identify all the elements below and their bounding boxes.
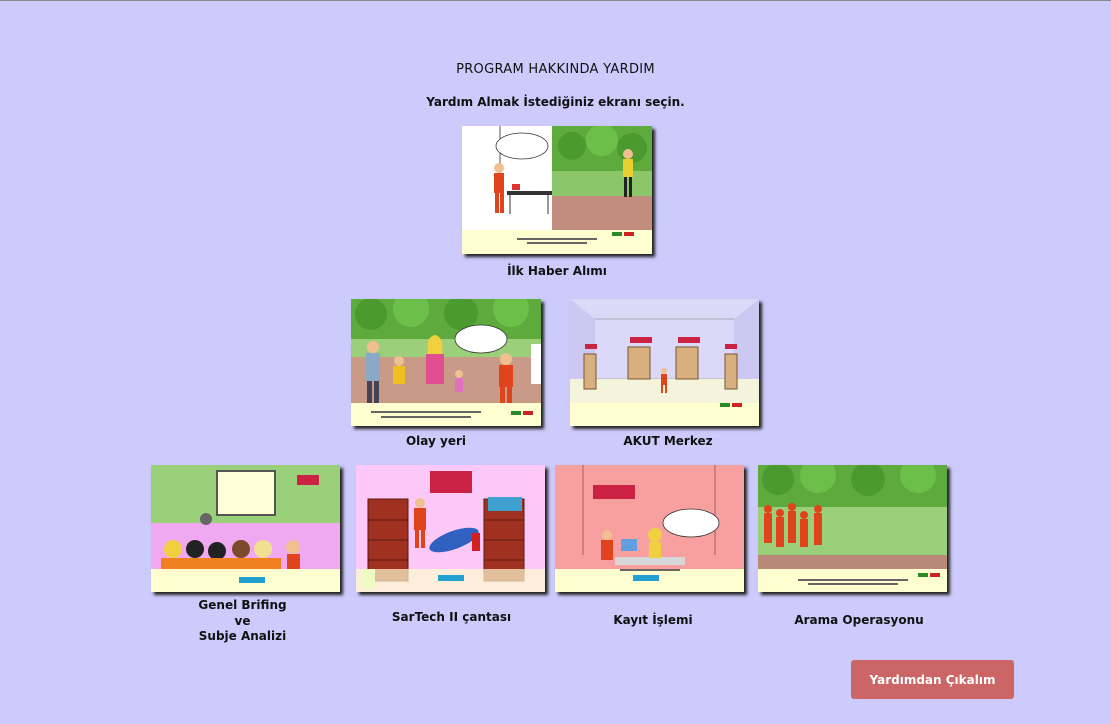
screen-label-ilk-haber[interactable]: İlk Haber Alımı	[507, 264, 607, 278]
thumbnail-akut-merkez[interactable]	[570, 299, 759, 426]
thumbnail-genel-brifing[interactable]	[151, 465, 340, 592]
screen-label-akut-merkez[interactable]: AKUT Merkez	[623, 434, 713, 448]
top-border	[0, 0, 1111, 1]
label-line-subje-analizi: Subje Analizi	[198, 629, 287, 643]
label-line-genel-brifing: Genel Brifing	[198, 598, 287, 612]
thumbnail-olay-yeri[interactable]	[351, 299, 541, 426]
label-line-ve: ve	[234, 613, 251, 628]
screen-label-sartech[interactable]: SarTech II çantası	[391, 610, 512, 624]
screen-label-olay-yeri[interactable]: Olay yeri	[405, 434, 467, 448]
screen-label-genel-brifing[interactable]: Genel Brifing ve Subje Analizi	[151, 598, 334, 645]
thumbnail-sartech[interactable]	[356, 465, 545, 592]
page-subtitle: Yardım Almak İstediğiniz ekranı seçin.	[426, 95, 685, 109]
screen-label-arama[interactable]: Arama Operasyonu	[794, 613, 924, 627]
page-title: PROGRAM HAKKINDA YARDIM	[456, 62, 655, 77]
screen-label-kayit[interactable]: Kayıt İşlemi	[613, 613, 693, 627]
thumbnail-kayit[interactable]	[555, 465, 744, 592]
thumbnail-ilk-haber[interactable]	[462, 126, 652, 254]
thumbnail-arama[interactable]	[758, 465, 947, 592]
exit-help-button[interactable]: Yardımdan Çıkalım	[851, 660, 1014, 699]
